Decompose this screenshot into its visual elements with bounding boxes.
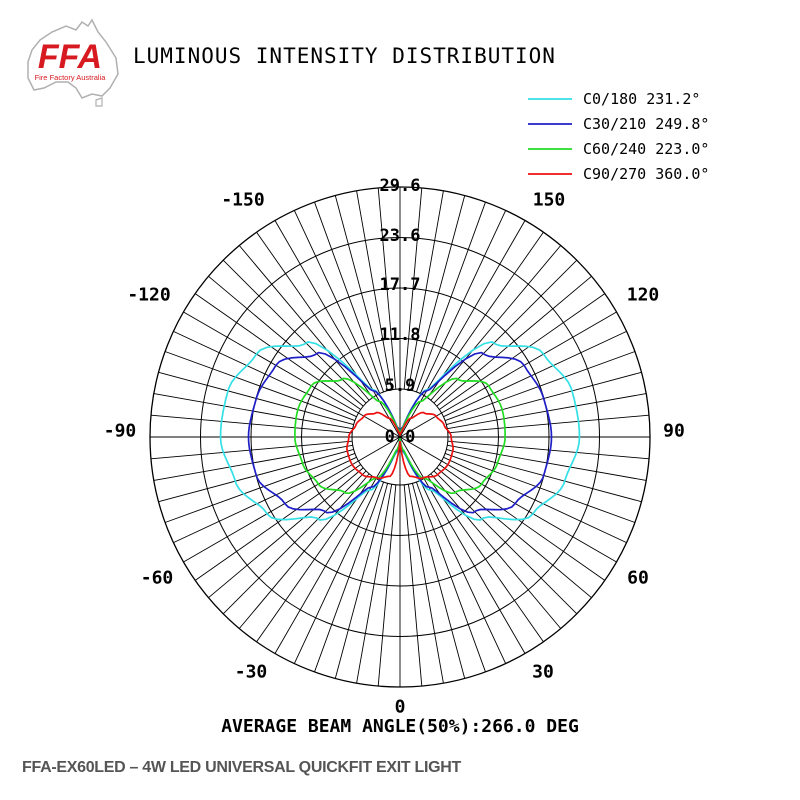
angle-label: -30 [235,662,268,683]
angle-label: 30 [532,662,554,683]
grid-spoke [403,187,423,390]
grid-spoke [443,330,627,418]
grid-spoke [164,351,356,422]
grid-spoke [238,245,370,401]
logo-tagline: Fire Factory Australia [35,73,107,82]
grid-spoke [436,467,592,599]
chart-title: LUMINOUS INTENSITY DISTRIBUTION [133,44,556,68]
ffa-logo: FFA Fire Factory Australia [22,18,122,108]
angle-label: 150 [533,190,566,211]
radial-tick-label: 5.9 [385,376,416,396]
angle-label: -60 [141,568,174,589]
grid-spoke [183,436,401,563]
angle-label: 90 [663,421,685,442]
grid-spoke [436,275,592,407]
series-curves [219,341,581,521]
logo-letters: FFA [38,38,102,76]
grid-spoke [419,210,507,394]
grid-spoke [377,484,397,687]
grid-spoke [274,436,401,654]
product-caption: FFA-EX60LED – 4W LED UNIVERSAL QUICKFIT … [22,759,461,776]
angle-label: -90 [104,421,137,442]
grid-spoke [222,470,367,615]
grid-spoke [173,330,357,418]
grid-spoke [439,464,606,581]
grid-spoke [419,480,507,664]
radial-tick-label: 0.0 [385,427,416,447]
grid-spoke [314,201,385,393]
angle-label: 120 [627,285,660,306]
angle-label: 60 [627,568,649,589]
grid-spoke [427,476,544,643]
grid-spoke [334,483,389,679]
grid-spoke [150,440,353,460]
angle-label: -150 [221,190,264,211]
grid-spoke [433,259,578,404]
grid-spoke [222,259,367,404]
grid-spoke [256,476,373,643]
grid-spoke [293,480,381,664]
grid-spoke [411,483,466,679]
grid-spoke [334,195,389,391]
grid-spoke [411,195,466,391]
grid-spoke [173,456,357,544]
legend-entry: C0/180 231.2° [583,90,700,108]
grid-spoke [427,231,544,398]
grid-spoke [194,464,361,581]
radial-tick-label: 29.6 [380,176,421,196]
beam-angle-label: AVERAGE BEAM ANGLE(50%):266.0 DEG [221,716,579,737]
radial-tick-labels: 0.0 5.9 11.8 17.7 23.6 29.6 [380,176,421,447]
legend-entry: C30/210 249.8° [583,115,709,133]
grid-spoke [403,484,423,687]
grid-spoke [444,452,636,523]
angle-label: -120 [127,285,170,306]
grid-spoke [443,456,627,544]
legend-entry: C90/270 360.0° [583,165,709,183]
grid-spoke [314,481,385,673]
grid-spoke [439,293,606,410]
series-line [346,411,454,480]
radial-tick-label: 23.6 [380,226,421,246]
angle-labels: 0 30 60 90 120 150 -150 -120 -90 -60 -30 [104,190,685,718]
grid-spoke [238,473,370,629]
radial-tick-label: 11.8 [380,325,421,345]
grid-spoke [444,351,636,422]
grid-spoke [407,484,444,684]
australia-map-logo-icon: FFA Fire Factory Australia [27,18,119,107]
grid-spoke [433,470,578,615]
grid-spoke [194,293,361,410]
grid-spoke [293,210,381,394]
grid-spoke [164,452,356,523]
grid-spoke [415,481,486,673]
grid-spoke [377,187,397,390]
grid-spoke [356,484,393,684]
grid-spoke [399,436,617,563]
grid-spoke [208,467,364,599]
grid-spoke [415,201,486,393]
grid-spoke [256,231,373,398]
grid-spoke [447,414,650,434]
grid-spoke [430,245,562,401]
grid-spoke [399,436,526,654]
grid-spoke [208,275,364,407]
grid-spoke [356,190,393,390]
legend-entry: C60/240 223.0° [583,140,709,158]
legend: C0/180 231.2° C30/210 249.8° C60/240 223.0… [528,90,709,183]
grid-spoke [150,414,353,434]
angle-label: 0 [395,697,406,718]
grid-spoke [407,190,444,390]
radial-tick-label: 17.7 [380,275,421,295]
grid-spoke [430,473,562,629]
grid-spoke [447,440,650,460]
